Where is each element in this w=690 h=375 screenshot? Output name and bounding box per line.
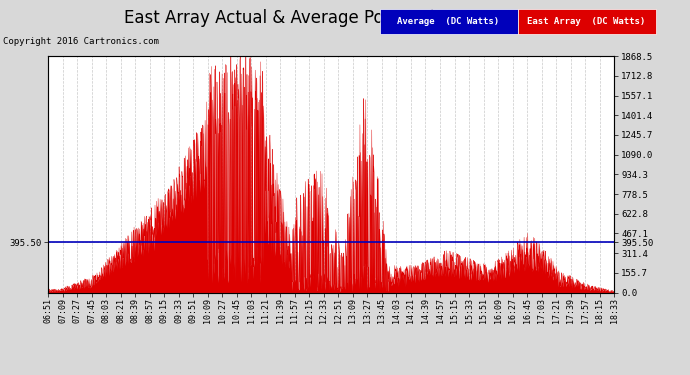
Text: Copyright 2016 Cartronics.com: Copyright 2016 Cartronics.com	[3, 38, 159, 46]
Text: East Array  (DC Watts): East Array (DC Watts)	[527, 17, 646, 26]
Text: East Array Actual & Average Power Thu Sep 29 18:35: East Array Actual & Average Power Thu Se…	[124, 9, 566, 27]
Text: Average  (DC Watts): Average (DC Watts)	[397, 17, 500, 26]
